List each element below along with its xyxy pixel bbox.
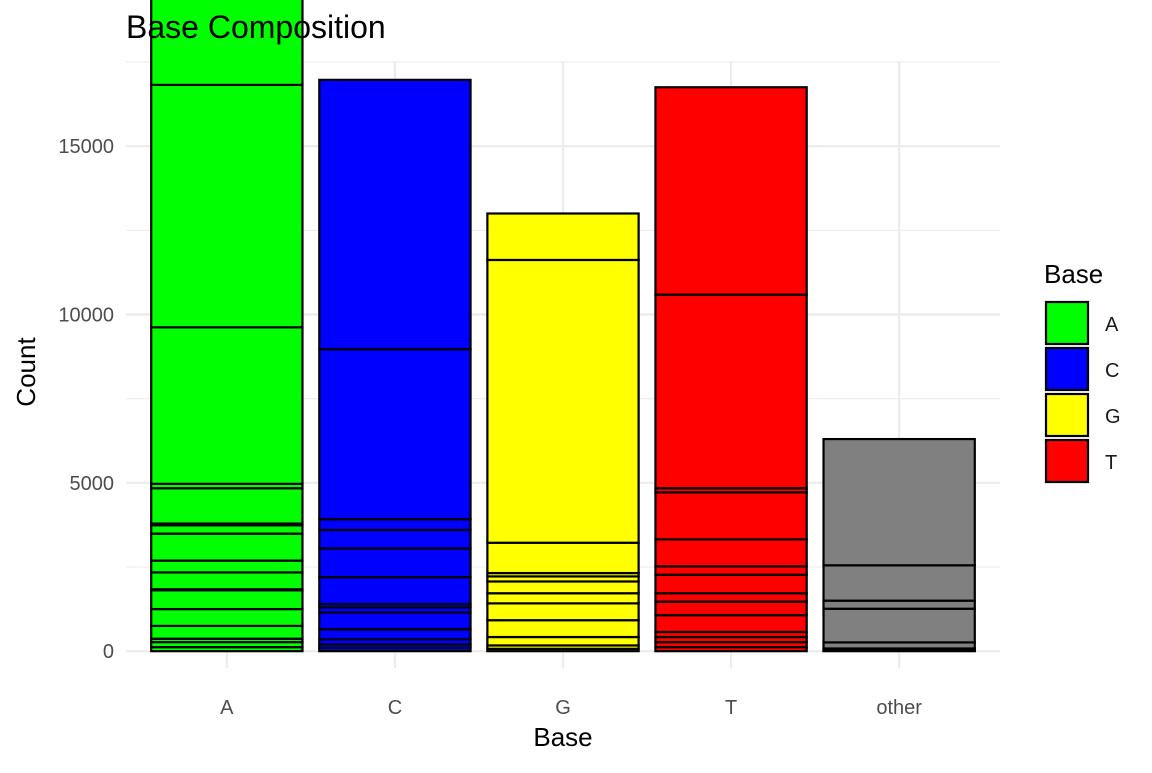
bar-segment	[486, 258, 640, 544]
x-tick-label: other	[876, 697, 922, 719]
bar-segment	[150, 487, 304, 525]
bar-segment	[486, 541, 640, 575]
y-axis-ticks: 0 5000 10000 15000	[58, 136, 114, 663]
bar-segment	[150, 571, 304, 591]
bar-segment	[150, 326, 304, 485]
bar-C	[318, 78, 472, 653]
x-tick-label: T	[725, 697, 737, 719]
legend-item-A: A	[1044, 300, 1119, 346]
bar-segment	[654, 538, 808, 568]
bar-segment	[486, 580, 640, 595]
bar-segment	[318, 528, 472, 550]
bar-segment	[486, 619, 640, 639]
bar-segment	[822, 599, 976, 610]
bar-segment	[822, 437, 976, 567]
bar-segment	[318, 575, 472, 606]
bar-segment	[318, 611, 472, 631]
bar-segment	[486, 602, 640, 622]
legend-label: C	[1105, 360, 1119, 382]
y-tick-label: 10000	[58, 305, 114, 327]
bar-segment	[654, 614, 808, 634]
bars	[150, 0, 976, 653]
bar-segment	[486, 212, 640, 262]
y-tick-label: 0	[103, 641, 114, 663]
bar-segment	[150, 624, 304, 640]
bar-segment	[822, 564, 976, 602]
bar-segment	[150, 532, 304, 562]
bar-segment	[486, 635, 640, 647]
y-axis-title: Count	[11, 337, 41, 407]
legend-swatch	[1044, 300, 1090, 346]
legend-item-G: G	[1044, 392, 1121, 438]
bar-segment	[318, 348, 472, 521]
x-tick-label: C	[388, 697, 402, 719]
bar-segment	[150, 0, 304, 86]
bar-segment	[654, 86, 808, 296]
bar-segment	[318, 78, 472, 351]
bar-G	[486, 212, 640, 653]
bar-segment	[654, 573, 808, 595]
legend-swatch	[1044, 346, 1090, 392]
x-tick-label: A	[220, 697, 234, 719]
bar-segment	[150, 559, 304, 574]
bar-segment	[654, 491, 808, 541]
bar-segment	[150, 589, 304, 611]
bar-A	[150, 0, 304, 653]
legend-label: G	[1105, 406, 1121, 428]
x-tick-label: G	[555, 697, 571, 719]
chart-title: Base Composition	[126, 9, 386, 45]
bar-segment	[822, 607, 976, 644]
bar-segment	[654, 293, 808, 490]
bar-segment	[486, 592, 640, 605]
legend-item-C: C	[1044, 346, 1119, 392]
legend-swatch	[1044, 438, 1090, 484]
bar-segment	[150, 524, 304, 535]
legend-title: Base	[1044, 259, 1103, 289]
y-tick-label: 5000	[70, 473, 115, 495]
bar-segment	[318, 547, 472, 579]
legend-label: A	[1105, 314, 1119, 336]
legend: Base A C G T	[1044, 259, 1121, 484]
bar-other	[822, 437, 976, 653]
legend-swatch	[1044, 392, 1090, 438]
bar-T	[654, 86, 808, 653]
legend-item-T: T	[1044, 438, 1117, 484]
y-tick-label: 15000	[58, 136, 114, 158]
bar-segment	[654, 565, 808, 576]
bar-segment	[318, 518, 472, 532]
bar-segment	[150, 607, 304, 628]
x-axis-title: Base	[533, 722, 592, 752]
legend-label: T	[1105, 452, 1117, 474]
bar-segment	[150, 83, 304, 329]
bar-segment	[654, 592, 808, 603]
bar-segment	[654, 600, 808, 617]
bar-segment	[318, 628, 472, 641]
